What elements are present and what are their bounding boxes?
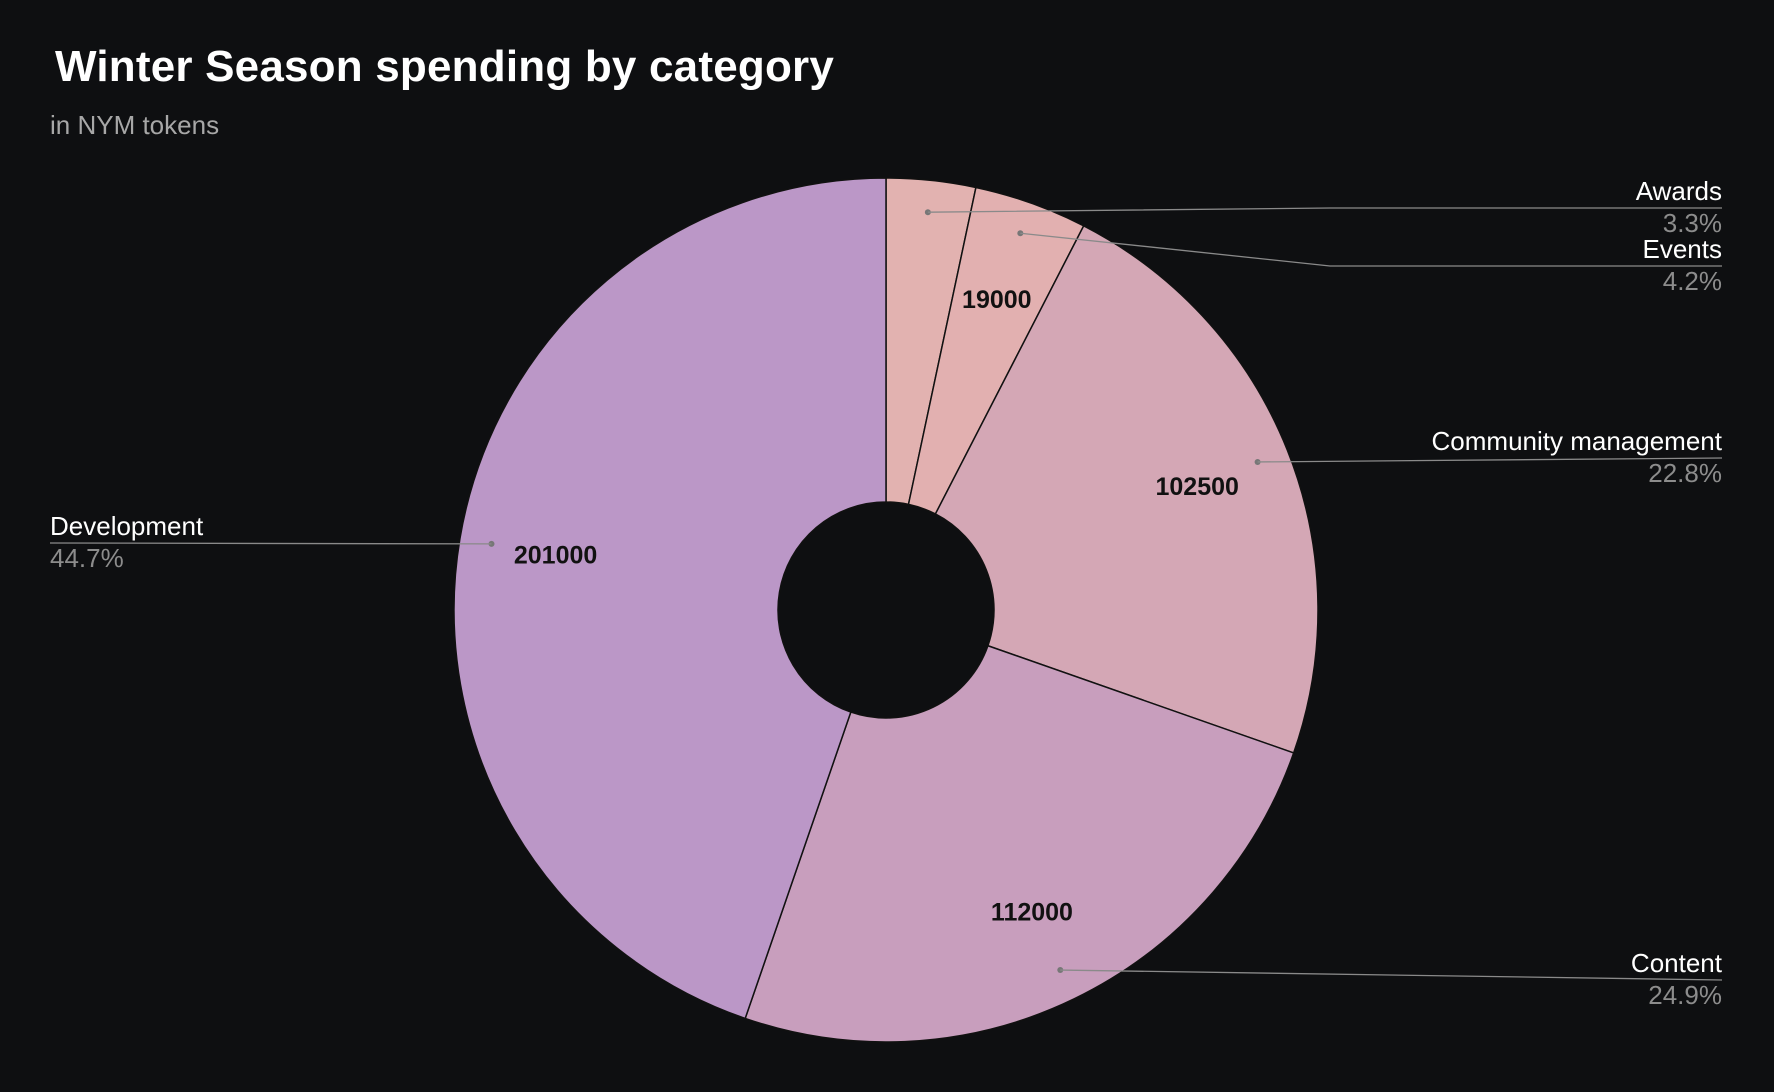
slice-community-management[interactable] xyxy=(934,224,1319,754)
leader-line-events xyxy=(1020,232,1722,267)
slice-content[interactable] xyxy=(744,644,1295,1043)
legend-name-awards: Awards xyxy=(1636,176,1722,206)
value-label-community-management: 102500 xyxy=(1155,473,1238,501)
value-label-development: 201000 xyxy=(514,542,597,570)
legend-percent-events: 4.2% xyxy=(1663,266,1722,296)
legend-name-community-management: Community management xyxy=(1432,426,1723,456)
value-label-content: 112000 xyxy=(991,899,1073,927)
leader-line-community-management xyxy=(1257,457,1723,463)
value-labels-layer: 19000 102500 112000 201000 xyxy=(514,286,1239,926)
legend-name-development: Development xyxy=(50,511,204,541)
chart-title: Winter Season spending by category xyxy=(55,42,835,91)
legend-percent-awards: 3.3% xyxy=(1663,208,1722,238)
legend-name-events: Events xyxy=(1643,234,1723,264)
legend-percent-development: 44.7% xyxy=(50,543,124,573)
legend-percent-community-management: 22.8% xyxy=(1648,458,1722,488)
slice-development[interactable] xyxy=(453,177,887,1020)
leader-line-awards xyxy=(927,207,1722,213)
value-label-events: 19000 xyxy=(962,286,1032,314)
chart-subtitle: in NYM tokens xyxy=(50,110,220,140)
leader-line-development xyxy=(49,542,492,545)
legend-percent-content: 24.9% xyxy=(1648,980,1722,1010)
slices-layer xyxy=(453,177,1319,1043)
legend-name-content: Content xyxy=(1631,948,1723,978)
leader-lines-layer xyxy=(49,207,1723,981)
leader-line-content xyxy=(1060,969,1723,981)
